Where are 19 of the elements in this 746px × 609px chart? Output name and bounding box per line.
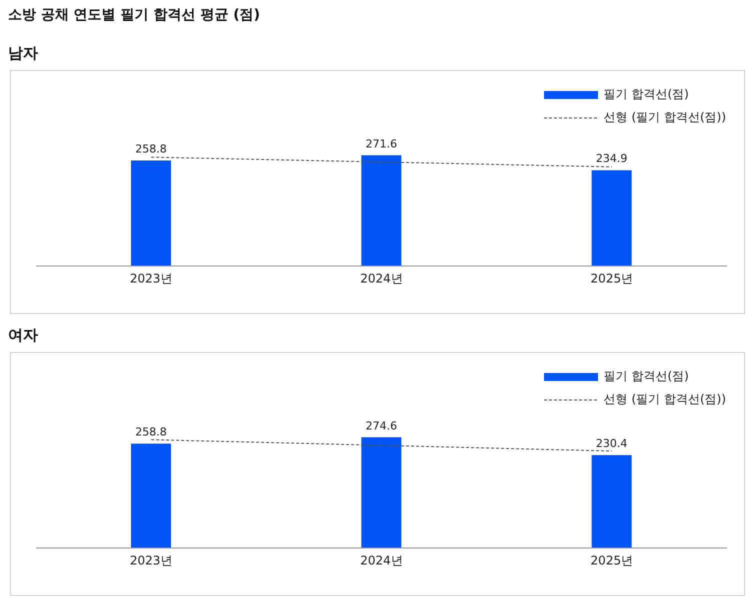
data-label: 258.8 [135,142,167,156]
legend-label: 선형 (필기 합격선(점)) [604,391,726,408]
data-label: 274.6 [366,419,398,432]
chart-subtitle: 남자 [8,44,39,64]
x-tick-label: 2023년 [130,272,172,286]
data-label: 234.9 [596,152,628,166]
x-tick-label: 2024년 [360,554,403,568]
x-tick-label: 2025년 [590,554,634,568]
chart-title: 소방 공채 연도별 필기 합격선 평균 (점) [8,6,262,25]
data-label: 230.4 [596,437,628,450]
chart-subtitle: 여자 [8,326,39,346]
x-tick-label: 2024년 [360,272,403,286]
x-tick-label: 2023년 [130,554,172,568]
data-label: 258.8 [135,426,167,439]
x-tick-label: 2025년 [590,272,634,286]
data-label: 271.6 [366,137,398,150]
legend-label: 필기 합격선(점) [604,86,689,103]
legend-label: 선형 (필기 합격선(점)) [604,109,726,126]
legend-label: 필기 합격선(점) [604,368,689,385]
